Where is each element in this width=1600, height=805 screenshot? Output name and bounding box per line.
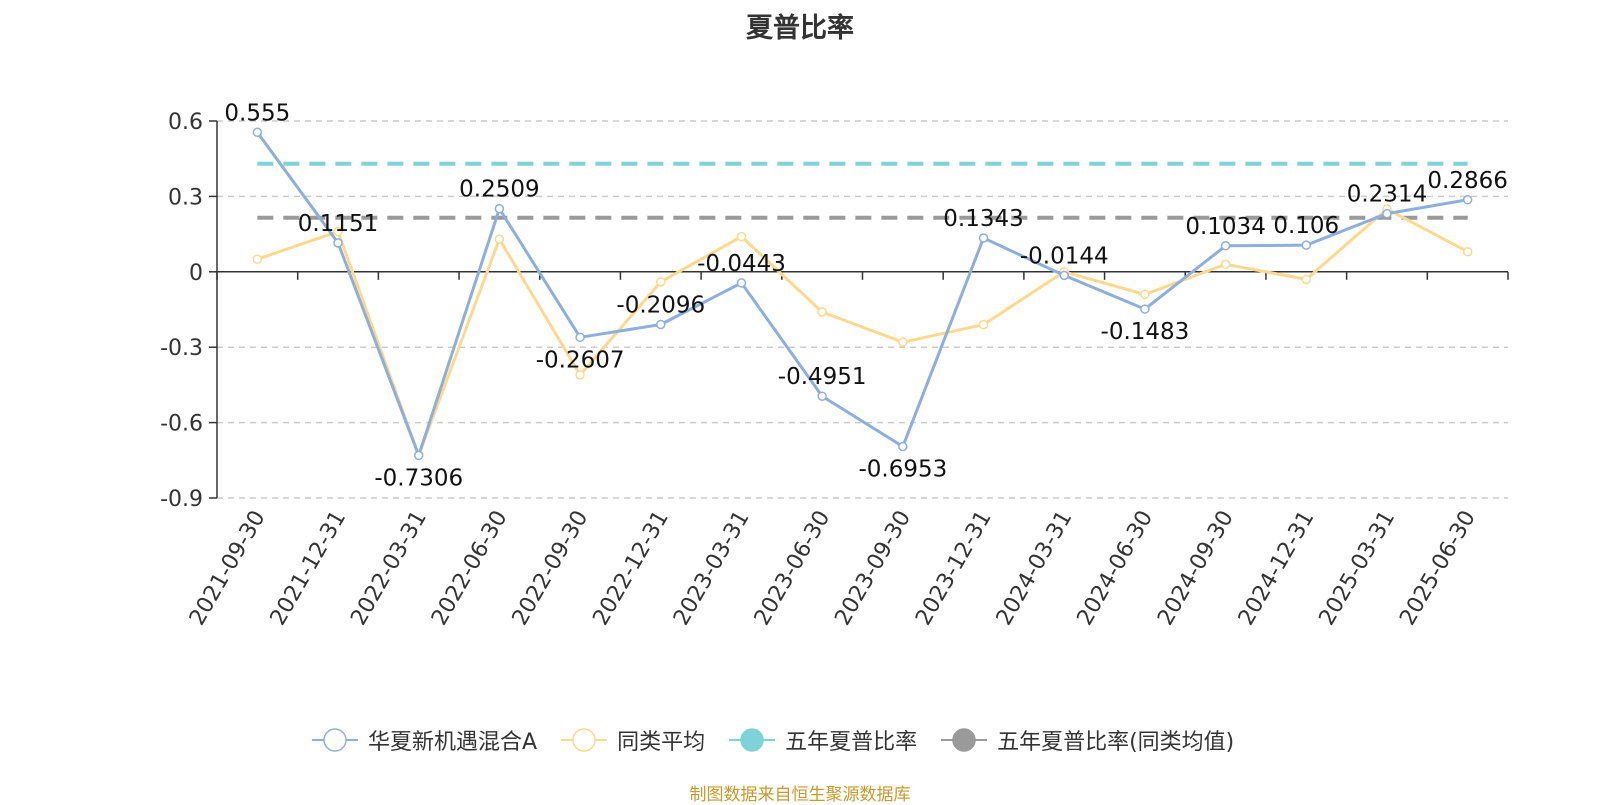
legend: 华夏新机遇混合A 同类平均 五年夏普比率 五年夏普比率(同类均值): [310, 722, 1256, 758]
x-tick-label: 2025-06-30: [1395, 507, 1481, 630]
legend-item[interactable]: 五年夏普比率(同类均值): [939, 724, 1234, 756]
legend-item[interactable]: 同类平均: [559, 724, 705, 756]
legend-item[interactable]: 五年夏普比率: [727, 724, 917, 756]
data-label: 0.1343: [943, 206, 1023, 232]
y-tick-label: -0.6: [160, 412, 203, 437]
data-label: 0.1034: [1185, 214, 1265, 240]
data-label: 0.2509: [459, 177, 539, 203]
fund-data-point: [494, 203, 505, 214]
data-label: 0.555: [224, 100, 290, 126]
fund-data-point: [1301, 240, 1312, 250]
average-data-point: [898, 337, 908, 347]
x-tick-label: 2025-03-31: [1315, 507, 1401, 630]
average-data-point: [817, 307, 827, 317]
x-tick-label: 2021-12-31: [266, 507, 352, 630]
data-label: -0.2096: [616, 292, 705, 318]
legend-symbol-icon: [312, 728, 358, 752]
data-label: -0.1483: [1101, 319, 1190, 345]
x-tick-label: 2023-12-31: [911, 507, 997, 630]
data-label: 0.2866: [1427, 168, 1507, 194]
data-label: -0.2607: [536, 347, 625, 373]
fund-data-point: [1220, 241, 1231, 251]
x-tick-label: 2024-09-30: [1153, 507, 1239, 630]
legend-label: 五年夏普比率(同类均值): [997, 730, 1235, 755]
y-tick-label: 0.3: [168, 185, 203, 210]
fund-data-point: [575, 332, 585, 343]
fund-data-point: [736, 278, 747, 288]
x-tick-label: 2022-03-31: [346, 507, 432, 630]
legend-label: 同类平均: [617, 730, 706, 755]
y-tick-label: 0: [189, 261, 203, 286]
x-tick-label: 2023-03-31: [669, 507, 755, 630]
legend-symbol-icon: [729, 728, 776, 752]
average-data-point: [1301, 274, 1312, 285]
x-tick-label: 2023-09-30: [830, 507, 916, 630]
data-label: -0.0144: [1020, 243, 1109, 269]
fund-data-point: [333, 238, 343, 248]
average-data-point: [736, 231, 747, 242]
fund-data-point: [1140, 304, 1150, 314]
legend-symbol-icon: [941, 728, 988, 752]
x-tick-label: 2021-09-30: [185, 507, 271, 630]
fund-data-point: [1462, 195, 1473, 205]
x-tick-label: 2024-06-30: [1073, 507, 1159, 630]
average-data-point: [656, 277, 666, 287]
x-tick-label: 2022-09-30: [508, 507, 594, 630]
chart-title: 夏普比率: [746, 13, 854, 44]
fund-data-point: [413, 450, 424, 461]
y-tick-label: 0.6: [168, 110, 203, 135]
fund-data-point: [1382, 208, 1392, 219]
legend-label: 五年夏普比率: [785, 730, 918, 755]
data-label: -0.0443: [697, 251, 786, 277]
source-note: 制图数据来自恒生聚源数据库: [689, 785, 911, 805]
legend-symbol-icon: [561, 728, 608, 752]
x-tick-label: 2024-03-31: [992, 507, 1078, 630]
average-data-point: [1462, 246, 1473, 257]
data-label: -0.7306: [374, 465, 463, 491]
data-label: -0.6953: [858, 457, 947, 483]
legend-item[interactable]: 华夏新机遇混合A: [310, 724, 537, 756]
fund-data-point: [656, 319, 666, 330]
x-tick-label: 2023-06-30: [750, 507, 836, 630]
fund-data-point: [978, 233, 989, 243]
data-label: -0.4951: [778, 364, 867, 390]
data-label: 0.106: [1273, 213, 1339, 239]
average-data-point: [1220, 259, 1231, 270]
y-tick-label: -0.3: [160, 336, 203, 361]
average-data-point: [1140, 289, 1150, 300]
fund-data-point: [898, 441, 908, 452]
average-data-point: [252, 254, 263, 264]
x-tick-label: 2022-06-30: [427, 507, 513, 630]
y-tick-label: -0.9: [160, 487, 203, 512]
grid-layer: [217, 120, 1508, 499]
series-layer: [252, 127, 1473, 461]
fund-data-point: [1059, 270, 1069, 281]
legend-label: 华夏新机遇混合A: [368, 730, 538, 755]
x-tick-label: 2022-12-31: [588, 507, 674, 630]
fund-data-point: [252, 127, 263, 138]
x-tick-label: 2024-12-31: [1234, 507, 1320, 630]
fund-data-point: [817, 391, 827, 401]
data-label: 0.1151: [298, 211, 378, 237]
data-label: 0.2314: [1347, 182, 1427, 208]
data-labels: 0.555 0.1151 -0.7306 0.2509 -0.2607 -0.2096 -0…: [224, 100, 1507, 491]
fund-series-line: [256, 131, 1468, 457]
average-data-point: [978, 319, 989, 330]
average-data-point: [333, 226, 343, 237]
average-series-line: [256, 207, 1469, 457]
reference-lines: [257, 161, 1468, 220]
average-data-point: [575, 370, 585, 380]
average-data-point: [494, 234, 505, 244]
